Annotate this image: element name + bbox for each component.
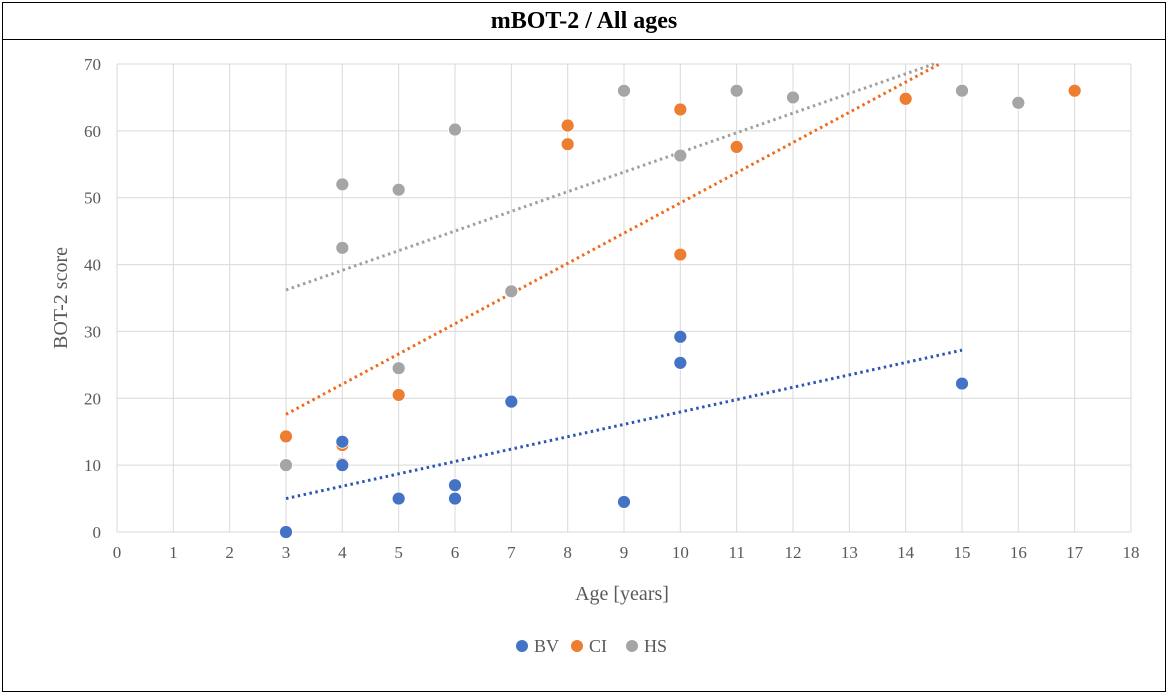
point-hs-0: [279, 458, 293, 473]
x-tick-label-0: 0: [113, 543, 122, 562]
point-ci-10: [1067, 83, 1082, 98]
x-tick-label-2: 2: [225, 543, 234, 562]
y-tick-label-10: 10: [84, 456, 101, 475]
y-axis-label: BOT-2 score: [50, 247, 72, 349]
legend-label-bv: BV: [534, 636, 559, 656]
x-tick-label-12: 12: [785, 543, 802, 562]
point-bv-8: [673, 329, 688, 344]
point-hs-9: [729, 83, 744, 98]
point-ci-6: [673, 102, 688, 117]
tick-labels: 0 1 2 3 4 5 6 7 8 9 10 11 12 13 14 15 16 17 18010203040506…: [84, 55, 1140, 562]
y-tick-label-70: 70: [84, 55, 101, 74]
point-hs-10: [786, 90, 800, 105]
chart-title: mBOT-2 / All ages: [490, 7, 678, 34]
x-tick-label-13: 13: [841, 543, 858, 562]
legend-label-ci: CI: [589, 636, 607, 656]
point-bv-5: [448, 491, 462, 506]
point-ci-9: [898, 91, 913, 106]
point-ci-0: [279, 429, 293, 444]
point-bv-7: [617, 495, 631, 509]
x-tick-label-10: 10: [672, 543, 689, 562]
point-bv-1: [335, 434, 350, 449]
point-ci-3: [391, 388, 406, 402]
point-hs-4: [391, 361, 406, 376]
point-hs-7: [617, 83, 631, 98]
title-bar: mBOT-2 / All ages: [3, 3, 1165, 40]
legend-label-hs: HS: [644, 636, 667, 656]
point-ci-5: [560, 137, 575, 152]
point-hs-3: [391, 182, 406, 197]
gridlines: [116, 63, 1132, 533]
x-tick-label-11: 11: [728, 543, 744, 562]
point-hs-5: [448, 122, 462, 137]
point-hs-2: [335, 240, 350, 255]
point-bv-4: [448, 478, 462, 493]
y-tick-label-60: 60: [84, 122, 101, 141]
x-tick-label-7: 7: [507, 543, 516, 562]
x-tick-label-18: 18: [1123, 543, 1140, 562]
x-tick-label-17: 17: [1066, 543, 1084, 562]
x-tick-label-15: 15: [954, 543, 971, 562]
x-tick-label-6: 6: [451, 543, 460, 562]
y-tick-label-50: 50: [84, 189, 101, 208]
x-tick-label-1: 1: [169, 543, 178, 562]
point-hs-11: [955, 83, 969, 98]
x-tick-label-3: 3: [282, 543, 291, 562]
y-tick-label-30: 30: [84, 322, 101, 341]
point-bv-3: [391, 491, 406, 506]
point-hs-6: [504, 284, 519, 299]
y-tick-label-0: 0: [93, 523, 102, 542]
point-bv-6: [504, 394, 519, 409]
point-ci-7: [673, 247, 688, 262]
trendlines: [285, 62, 963, 501]
legend-marker-hs: [626, 640, 638, 652]
legend: BV CI HS: [516, 636, 667, 656]
point-hs-8: [673, 148, 688, 163]
point-bv-2: [335, 458, 350, 473]
data-points: [279, 83, 1082, 539]
legend-marker-ci: [571, 640, 583, 652]
point-ci-8: [729, 140, 744, 154]
x-tick-label-8: 8: [563, 543, 572, 562]
x-tick-label-4: 4: [338, 543, 347, 562]
x-tick-label-14: 14: [897, 543, 915, 562]
trendline-bv: [285, 348, 963, 501]
trendline-hs: [285, 62, 935, 292]
point-hs-12: [1011, 95, 1026, 110]
point-bv-10: [955, 376, 969, 391]
y-tick-label-40: 40: [84, 256, 101, 275]
point-bv-0: [279, 525, 293, 539]
x-tick-label-5: 5: [394, 543, 403, 562]
point-bv-9: [673, 355, 688, 370]
x-tick-label-9: 9: [620, 543, 629, 562]
x-tick-label-16: 16: [1010, 543, 1027, 562]
point-hs-1: [335, 177, 350, 192]
y-tick-label-20: 20: [84, 389, 101, 408]
point-ci-4: [560, 118, 575, 133]
x-axis-label: Age [years]: [575, 583, 669, 605]
legend-marker-bv: [516, 640, 528, 652]
trendline-ci: [285, 62, 941, 416]
